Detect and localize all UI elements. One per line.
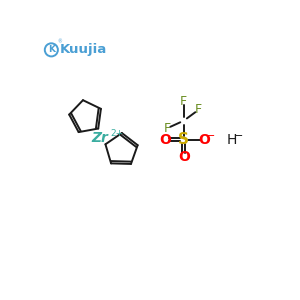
Text: −: − [206,131,215,141]
Text: H: H [227,133,238,147]
Text: F: F [195,103,202,116]
Text: Kuujia: Kuujia [60,44,107,56]
Text: S: S [178,133,189,148]
Text: −: − [234,131,243,141]
Text: O: O [159,133,171,147]
Text: O: O [199,133,211,147]
Text: O: O [178,150,190,164]
Text: Zr: Zr [92,130,108,145]
Text: K: K [48,45,55,54]
Text: ®: ® [57,39,62,44]
Text: F: F [180,95,187,108]
Text: 2+: 2+ [110,129,123,138]
Text: F: F [163,122,170,135]
